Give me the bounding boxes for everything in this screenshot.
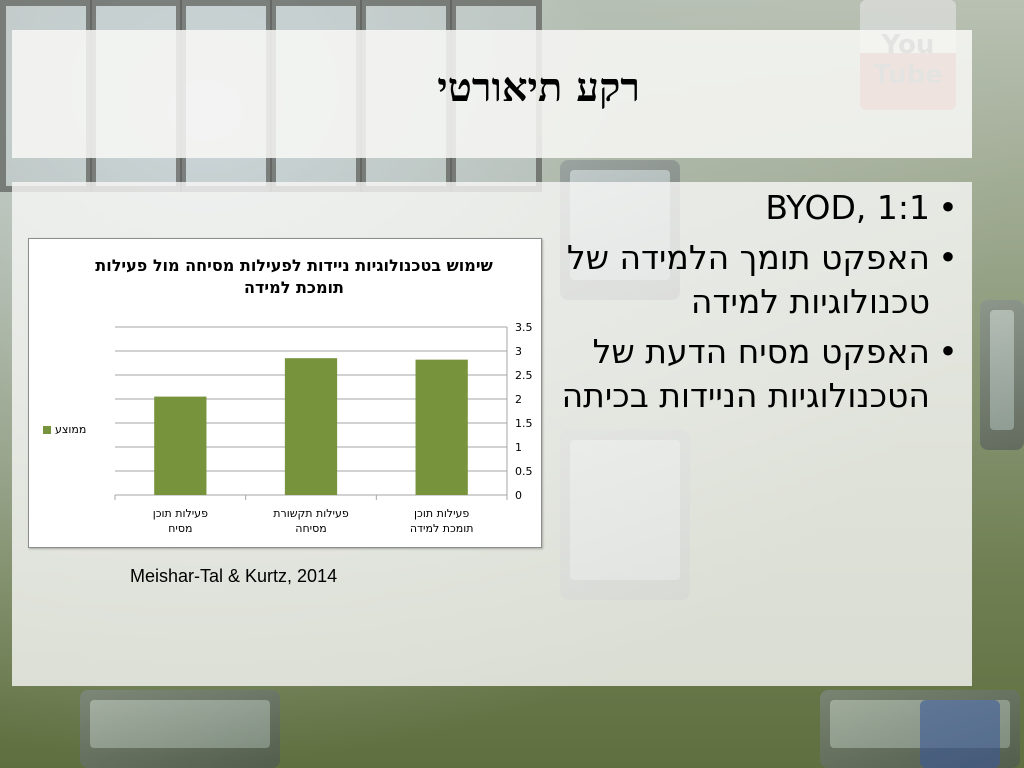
bullet-list: • BYOD, 1:1 • האפקט תומך הלמידה של טכנול… xyxy=(560,186,960,424)
slide-title: רקע תיאורטי xyxy=(437,64,640,111)
x-tick-label: מסיחה xyxy=(295,522,326,535)
y-tick-label: 1 xyxy=(515,441,522,454)
y-tick-label: 3.5 xyxy=(515,321,533,334)
x-tick-label: מסיח xyxy=(168,522,192,535)
y-tick-label: 3 xyxy=(515,345,522,358)
y-tick-label: 1.5 xyxy=(515,417,533,430)
y-tick-label: 0 xyxy=(515,489,522,502)
laptop-image xyxy=(980,300,1024,450)
legend-label: ממוצע xyxy=(55,423,87,436)
bullet-text: BYOD, 1:1 xyxy=(765,188,930,227)
facebook-logo xyxy=(920,700,1000,768)
y-tick-label: 2 xyxy=(515,393,522,406)
bullet-text: האפקט מסיח הדעת של הטכנולוגיות הניידות ב… xyxy=(561,332,930,415)
y-tick-label: 2.5 xyxy=(515,369,533,382)
bar xyxy=(154,396,207,495)
x-tick-label: תומכת למידה xyxy=(410,522,474,535)
x-tick-label: פעילות תוכן xyxy=(153,507,208,520)
chart-legend: ממוצע xyxy=(43,423,86,436)
bullet-item: • האפקט מסיח הדעת של הטכנולוגיות הניידות… xyxy=(560,330,960,418)
chart-plot: 0 0.5 1 1.5 2 2.5 3 3.5 פעילות תוכן מסיח פעילות תק… xyxy=(114,321,533,535)
title-band xyxy=(12,30,972,158)
x-tick-label: פעילות תקשורת xyxy=(273,507,349,520)
bar xyxy=(284,358,338,495)
chart-title: שימוש בטכנולוגיות ניידות לפעילות מסיחה מ… xyxy=(95,256,493,297)
bullet-item: • BYOD, 1:1 xyxy=(560,186,960,230)
legend-swatch xyxy=(43,425,51,434)
bullet-text: האפקט תומך הלמידה של טכנולוגיות למידה xyxy=(566,238,930,321)
y-tick-label: 0.5 xyxy=(515,465,533,478)
bullet-marker: • xyxy=(938,238,958,277)
bar-chart: שימוש בטכנולוגיות ניידות לפעילות מסיחה מ… xyxy=(28,238,542,548)
bullet-item: • האפקט תומך הלמידה של טכנולוגיות למידה xyxy=(560,236,960,324)
bullet-marker: • xyxy=(938,188,958,227)
bar xyxy=(415,359,468,495)
laptop-image xyxy=(80,690,280,768)
bullet-marker: • xyxy=(938,332,958,371)
x-tick-label: פעילות תוכן xyxy=(414,507,469,520)
citation: Meishar-Tal & Kurtz, 2014 xyxy=(130,566,338,586)
